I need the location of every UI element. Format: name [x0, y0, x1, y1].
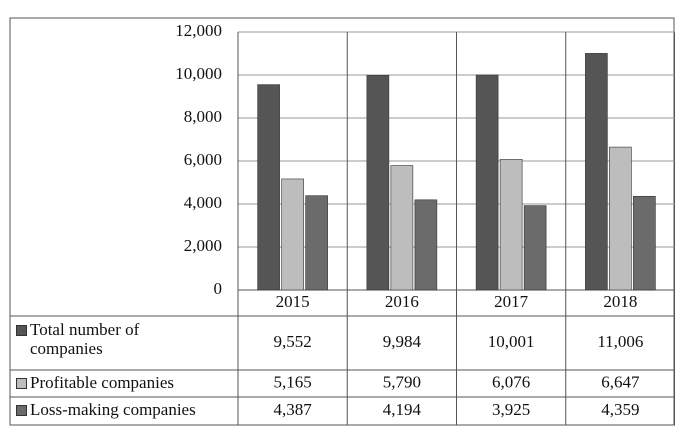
- bar: [609, 146, 632, 291]
- table-cell: 9,552: [274, 332, 312, 351]
- x-tick-label: 2017: [494, 292, 529, 311]
- row-header: Loss-making companies: [12, 400, 238, 419]
- y-tick-label: 8,000: [184, 107, 222, 126]
- y-tick-label: 0: [214, 279, 223, 298]
- table-cell: 11,006: [597, 332, 643, 351]
- legend-label: Profitable companies: [30, 373, 174, 392]
- table-cell: 5,165: [274, 372, 312, 391]
- bar: [366, 75, 390, 291]
- bar: [414, 199, 438, 291]
- table-cell: 3,925: [492, 400, 530, 419]
- x-tick-label: 2015: [276, 292, 310, 311]
- legend-swatch: [16, 325, 27, 336]
- bar: [305, 195, 328, 291]
- bar: [257, 84, 280, 291]
- table-cell: 9,984: [383, 332, 422, 351]
- legend-label: Loss-making companies: [30, 400, 196, 419]
- x-tick-label: 2016: [385, 292, 419, 311]
- bar: [390, 165, 414, 291]
- bar: [499, 159, 523, 291]
- bar: [281, 178, 304, 291]
- y-tick-label: 10,000: [175, 64, 222, 83]
- series-name: Total number of companies: [12, 320, 187, 358]
- bar: [633, 195, 656, 291]
- row-header: Profitable companies: [12, 373, 238, 392]
- table-cell: 4,387: [274, 400, 313, 419]
- series-name: Profitable companies: [12, 373, 238, 392]
- table-cell: 4,194: [383, 400, 422, 419]
- bar: [585, 53, 608, 291]
- y-tick-label: 6,000: [184, 150, 222, 169]
- legend-swatch: [16, 405, 27, 416]
- table-cell: 5,790: [383, 372, 421, 391]
- table-cell: 6,076: [492, 372, 530, 391]
- table-cell: 10,001: [488, 332, 535, 351]
- legend-swatch: [16, 378, 27, 389]
- bar: [523, 205, 547, 291]
- x-tick-label: 2018: [603, 292, 637, 311]
- table-cell: 4,359: [601, 400, 639, 419]
- legend-label: Total number of companies: [30, 320, 140, 358]
- y-tick-label: 2,000: [184, 236, 222, 255]
- y-tick-label: 12,000: [175, 21, 222, 40]
- series-name: Loss-making companies: [12, 400, 238, 419]
- y-tick-label: 4,000: [184, 193, 222, 212]
- bar: [475, 74, 499, 291]
- row-header: Total number of companies: [12, 320, 187, 358]
- table-cell: 6,647: [601, 372, 640, 391]
